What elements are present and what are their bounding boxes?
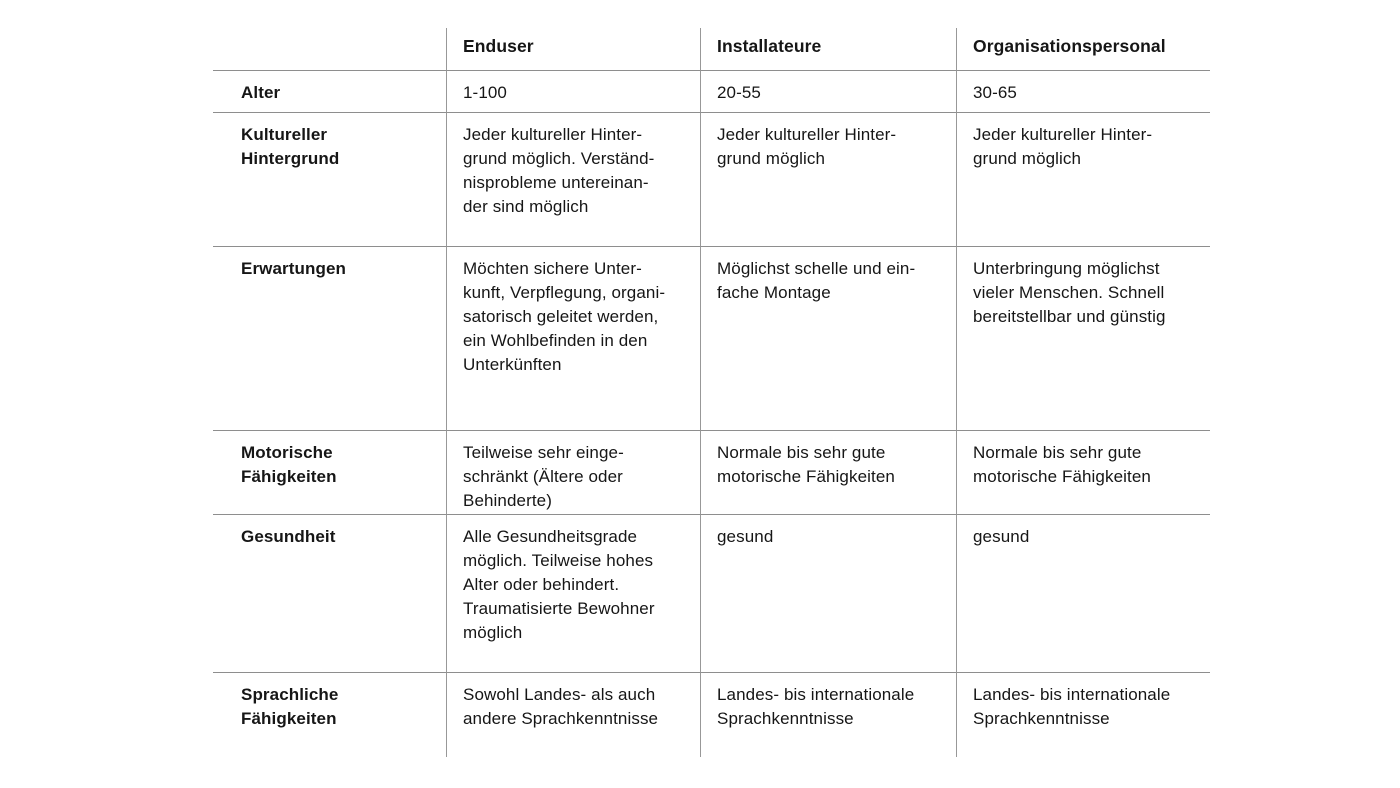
table-cell: Jeder kultureller Hinter- grund möglich.…: [446, 112, 700, 246]
column-header-organisationspersonal: Organisationspersonal: [956, 28, 1210, 70]
table-cell: gesund: [700, 514, 956, 672]
table-cell: 20-55: [700, 70, 956, 112]
row-label-sprachliche-faehigkeiten: Sprachliche Fähigkeiten: [213, 672, 446, 757]
table-cell: Möglichst schelle und ein- fache Montage: [700, 246, 956, 430]
table-cell: Sowohl Landes- als auch andere Sprachken…: [446, 672, 700, 757]
table-cell: Unterbringung möglichst vieler Menschen.…: [956, 246, 1210, 430]
table-cell: Alle Gesundheitsgrade möglich. Teilweise…: [446, 514, 700, 672]
table-cell: Landes- bis internationale Sprachkenntni…: [700, 672, 956, 757]
table-cell: Teilweise sehr einge- schränkt (Ältere o…: [446, 430, 700, 514]
column-header-empty: [213, 28, 446, 70]
column-header-installateure: Installateure: [700, 28, 956, 70]
row-label-erwartungen: Erwartungen: [213, 246, 446, 430]
row-label-kultureller-hintergrund: Kultureller Hintergrund: [213, 112, 446, 246]
table-cell: 1-100: [446, 70, 700, 112]
persona-comparison-table: Enduser Installateure Organisationsperso…: [213, 28, 1210, 757]
row-label-alter: Alter: [213, 70, 446, 112]
table-cell: Jeder kultureller Hinter- grund möglich: [700, 112, 956, 246]
table-cell: 30-65: [956, 70, 1210, 112]
column-header-enduser: Enduser: [446, 28, 700, 70]
table-cell: Landes- bis internationale Sprachkenntni…: [956, 672, 1210, 757]
table-cell: Normale bis sehr gute motorische Fähigke…: [700, 430, 956, 514]
table-cell: gesund: [956, 514, 1210, 672]
row-label-gesundheit: Gesundheit: [213, 514, 446, 672]
table-cell: Normale bis sehr gute motorische Fähigke…: [956, 430, 1210, 514]
table-cell: Jeder kultureller Hinter- grund möglich: [956, 112, 1210, 246]
row-label-motorische-faehigkeiten: Motorische Fähigkeiten: [213, 430, 446, 514]
table-cell: Möchten sichere Unter- kunft, Verpflegun…: [446, 246, 700, 430]
